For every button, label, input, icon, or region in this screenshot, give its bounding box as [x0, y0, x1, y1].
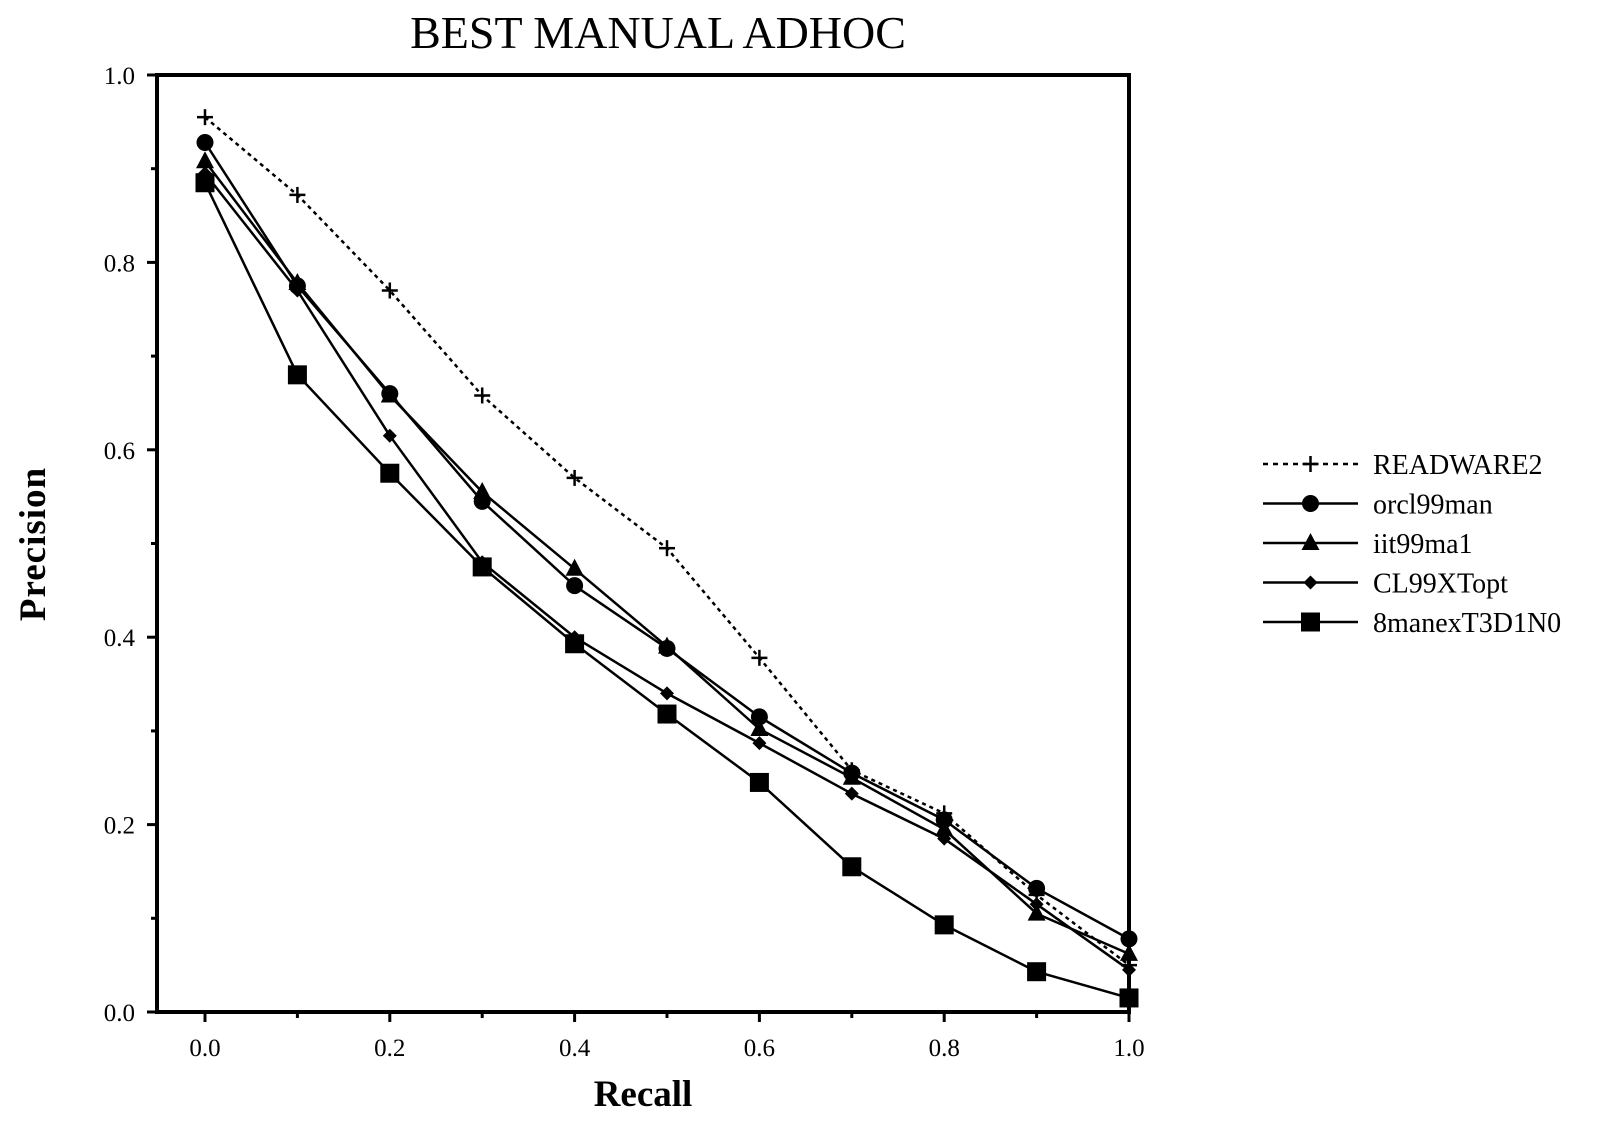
x-axis: 0.0 0.2 0.4 0.6 0.8 1.0: [189, 1012, 1145, 1062]
legend-label: orcl99man: [1373, 490, 1493, 521]
x-tick-label: 0.8: [929, 1035, 960, 1062]
x-tick-label: 0.0: [189, 1035, 220, 1062]
data-point: [1028, 879, 1046, 897]
x-tick-label: 0.6: [744, 1035, 775, 1062]
y-tick-label: 0.2: [104, 813, 135, 840]
legend-item: iit99ma1: [1263, 529, 1473, 560]
legend: READWARE2 orcl99man iit99ma1 CL99XTopt 8mane…: [1263, 450, 1561, 639]
data-point: [842, 767, 861, 785]
data-point: [381, 282, 398, 299]
data-point: [659, 540, 675, 557]
data-point: [1029, 897, 1044, 912]
data-point: [287, 365, 307, 385]
data-point: [937, 831, 952, 846]
legend-marker: [1302, 495, 1319, 512]
data-point: [196, 151, 214, 169]
data-point: [196, 133, 214, 151]
x-axis-title: Recall: [594, 1074, 693, 1115]
data-point: [844, 786, 859, 801]
series-READWARE2: [197, 109, 1137, 974]
data-point: [658, 636, 676, 654]
data-point: [290, 283, 305, 298]
data-point: [1120, 943, 1138, 961]
plot-frame: [155, 73, 1131, 1014]
data-point: [380, 463, 400, 483]
data-point: [1120, 930, 1138, 948]
y-axis: 0.0 0.2 0.4 0.6 0.8 1.0: [104, 63, 157, 1027]
y-tick-label: 1.0: [104, 63, 135, 90]
data-point: [1119, 988, 1139, 1008]
data-point: [197, 109, 213, 126]
legend-item: orcl99man: [1263, 490, 1493, 521]
x-tick-label: 0.2: [374, 1035, 405, 1062]
data-point: [1027, 962, 1047, 982]
legend-marker: [1302, 456, 1319, 472]
data-point: [1122, 962, 1136, 977]
legend-item: READWARE2: [1263, 450, 1543, 481]
data-point: [289, 186, 306, 203]
chart-title: BEST MANUAL ADHOC: [410, 7, 906, 58]
y-tick-label: 0.4: [104, 625, 136, 652]
legend-item: CL99XTopt: [1263, 569, 1508, 600]
data-point: [380, 385, 399, 403]
series-CL99XTopt: [198, 166, 1136, 977]
series-line: [204, 160, 1130, 956]
data-point: [934, 915, 954, 935]
y-tick-label: 0.8: [104, 250, 135, 277]
legend-label: iit99ma1: [1373, 529, 1473, 560]
data-point: [935, 819, 954, 837]
series-layer: [195, 109, 1139, 1008]
data-point: [842, 857, 862, 877]
data-point: [472, 557, 492, 577]
data-point: [566, 469, 583, 486]
data-point: [1027, 903, 1046, 921]
legend-label: 8manexT3D1N0: [1373, 608, 1561, 639]
legend-marker: [1301, 612, 1320, 632]
legend-marker: [1301, 533, 1320, 550]
legend-label: READWARE2: [1373, 450, 1543, 481]
data-point: [473, 481, 492, 499]
legend-marker: [1303, 575, 1318, 590]
data-point: [660, 686, 674, 701]
y-tick-label: 0.6: [104, 438, 135, 465]
data-point: [195, 173, 215, 193]
data-point: [657, 704, 677, 724]
data-point: [751, 649, 768, 666]
data-point: [749, 772, 769, 792]
data-point: [565, 558, 584, 576]
data-point: [750, 719, 769, 737]
y-axis-title: Precision: [13, 467, 54, 621]
x-tick-label: 1.0: [1113, 1035, 1144, 1062]
x-tick-label: 0.4: [559, 1035, 591, 1062]
data-point: [750, 708, 768, 726]
data-point: [752, 736, 767, 751]
y-tick-label: 0.0: [104, 1000, 135, 1027]
legend-item: 8manexT3D1N0: [1263, 608, 1561, 639]
data-point: [382, 428, 397, 443]
series-line: [203, 182, 1130, 1000]
data-point: [566, 577, 584, 595]
data-point: [565, 634, 585, 654]
data-point: [474, 387, 491, 404]
legend-label: CL99XTopt: [1373, 569, 1508, 600]
series-8manexT3D1N0: [195, 173, 1139, 1008]
series-line: [204, 172, 1130, 971]
series-iit99ma1: [196, 151, 1138, 961]
